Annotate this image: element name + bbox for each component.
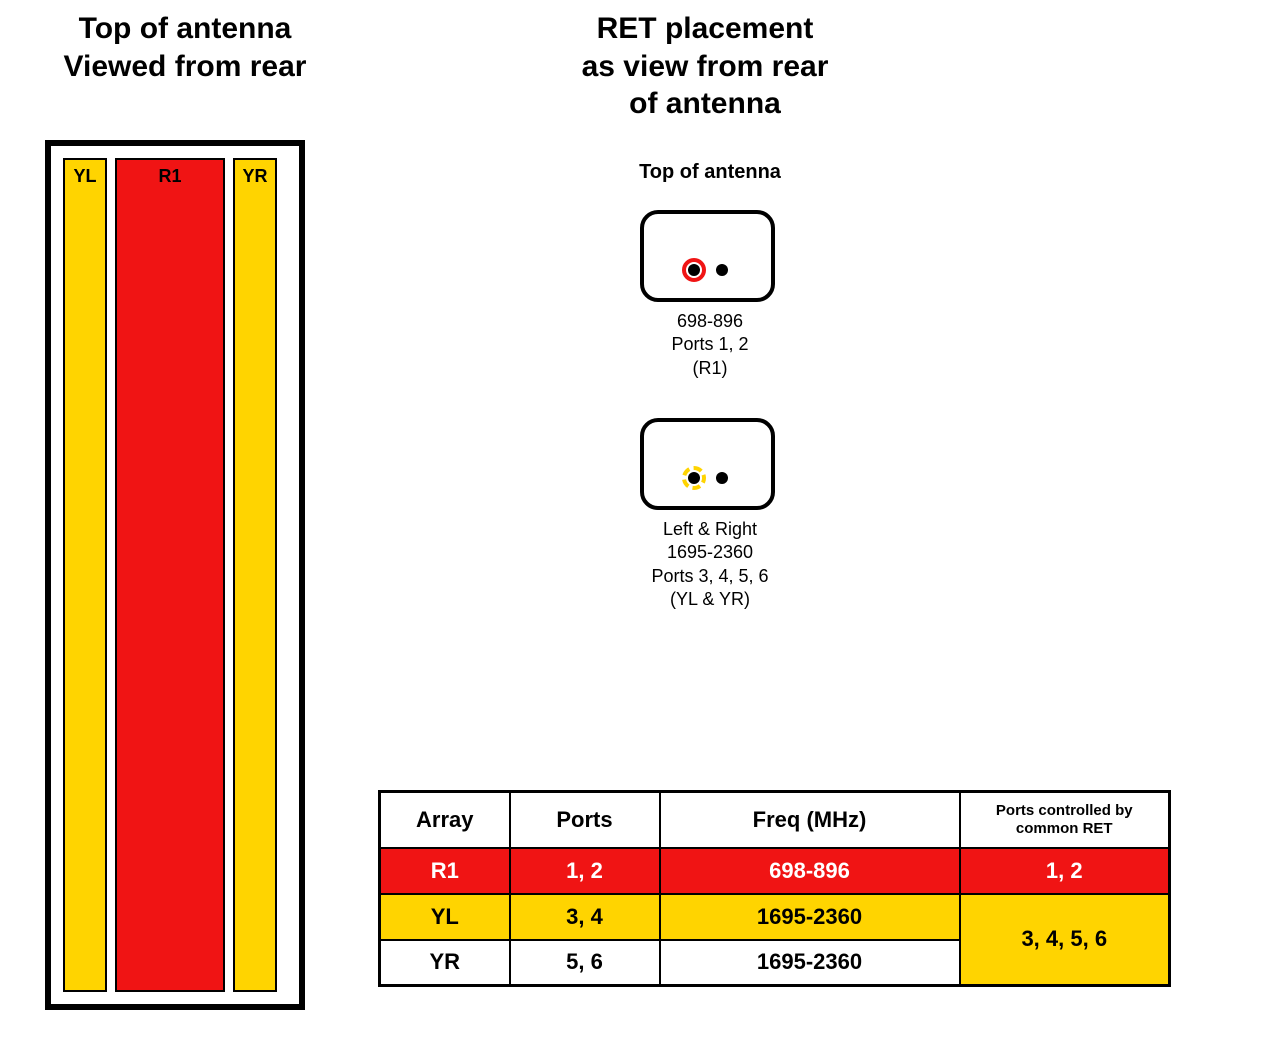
table-row: YL3, 41695-23603, 4, 5, 6 (380, 894, 1170, 940)
ret2-cap-l1: Left & Right (663, 519, 757, 539)
antenna-bar-yr: YR (233, 158, 277, 992)
table-cell-freq: 1695-2360 (660, 894, 960, 940)
ret-subheading-text: Top of antenna (639, 161, 781, 183)
table-header-row: ArrayPortsFreq (MHz)Ports controlled by … (380, 792, 1170, 848)
right-heading-line1: RET placement (597, 12, 814, 45)
right-heading: RET placement as view from rear of anten… (480, 10, 930, 123)
table-cell-ports: 3, 4 (510, 894, 660, 940)
table-header-cell: Ports (510, 792, 660, 848)
table-cell-ret: 1, 2 (960, 848, 1170, 894)
left-heading-line1: Top of antenna (79, 12, 292, 45)
ret2-cap-l2: 1695-2360 (667, 542, 753, 562)
table-cell-ret: 3, 4, 5, 6 (960, 894, 1170, 986)
table-header-cell: Ports controlled by common RET (960, 792, 1170, 848)
antenna-bar-yl: YL (63, 158, 107, 992)
antenna-bar-r1: R1 (115, 158, 225, 992)
left-heading: Top of antenna Viewed from rear (15, 10, 355, 85)
array-table: ArrayPortsFreq (MHz)Ports controlled by … (378, 790, 1171, 987)
ret-module-1-side-dot (716, 264, 728, 276)
table-cell-ports: 1, 2 (510, 848, 660, 894)
table-cell-array: YR (380, 940, 510, 986)
right-heading-line2: as view from rear (582, 50, 829, 83)
antenna-bar-label-yl: YL (65, 166, 105, 187)
ret1-cap-l3: (R1) (693, 358, 728, 378)
right-heading-line3: of antenna (629, 87, 781, 120)
ret-module-1-caption: 698-896 Ports 1, 2 (R1) (560, 310, 860, 380)
ret1-cap-l2: Ports 1, 2 (671, 334, 748, 354)
antenna-inner: YL R1 YR (63, 158, 287, 992)
ret2-cap-l4: (YL & YR) (670, 589, 750, 609)
ret-module-2-side-dot (716, 472, 728, 484)
ret-module-1 (640, 210, 775, 302)
ret1-cap-l1: 698-896 (677, 311, 743, 331)
antenna-bar-label-r1: R1 (117, 166, 223, 187)
ret-module-2-inner-dot (688, 472, 700, 484)
table-cell-freq: 698-896 (660, 848, 960, 894)
table-header-cell: Freq (MHz) (660, 792, 960, 848)
antenna-bar-label-yr: YR (235, 166, 275, 187)
table-cell-ports: 5, 6 (510, 940, 660, 986)
ret-module-1-inner-dot (688, 264, 700, 276)
table-cell-freq: 1695-2360 (660, 940, 960, 986)
table-row: R11, 2698-8961, 2 (380, 848, 1170, 894)
table-header-cell: Array (380, 792, 510, 848)
ret-module-2-caption: Left & Right 1695-2360 Ports 3, 4, 5, 6 … (560, 518, 860, 612)
ret-subheading: Top of antenna (560, 160, 860, 185)
table-cell-array: YL (380, 894, 510, 940)
antenna-rear-view: YL R1 YR (45, 140, 305, 1010)
ret2-cap-l3: Ports 3, 4, 5, 6 (651, 566, 768, 586)
table-cell-array: R1 (380, 848, 510, 894)
ret-module-2 (640, 418, 775, 510)
left-heading-line2: Viewed from rear (64, 50, 307, 83)
